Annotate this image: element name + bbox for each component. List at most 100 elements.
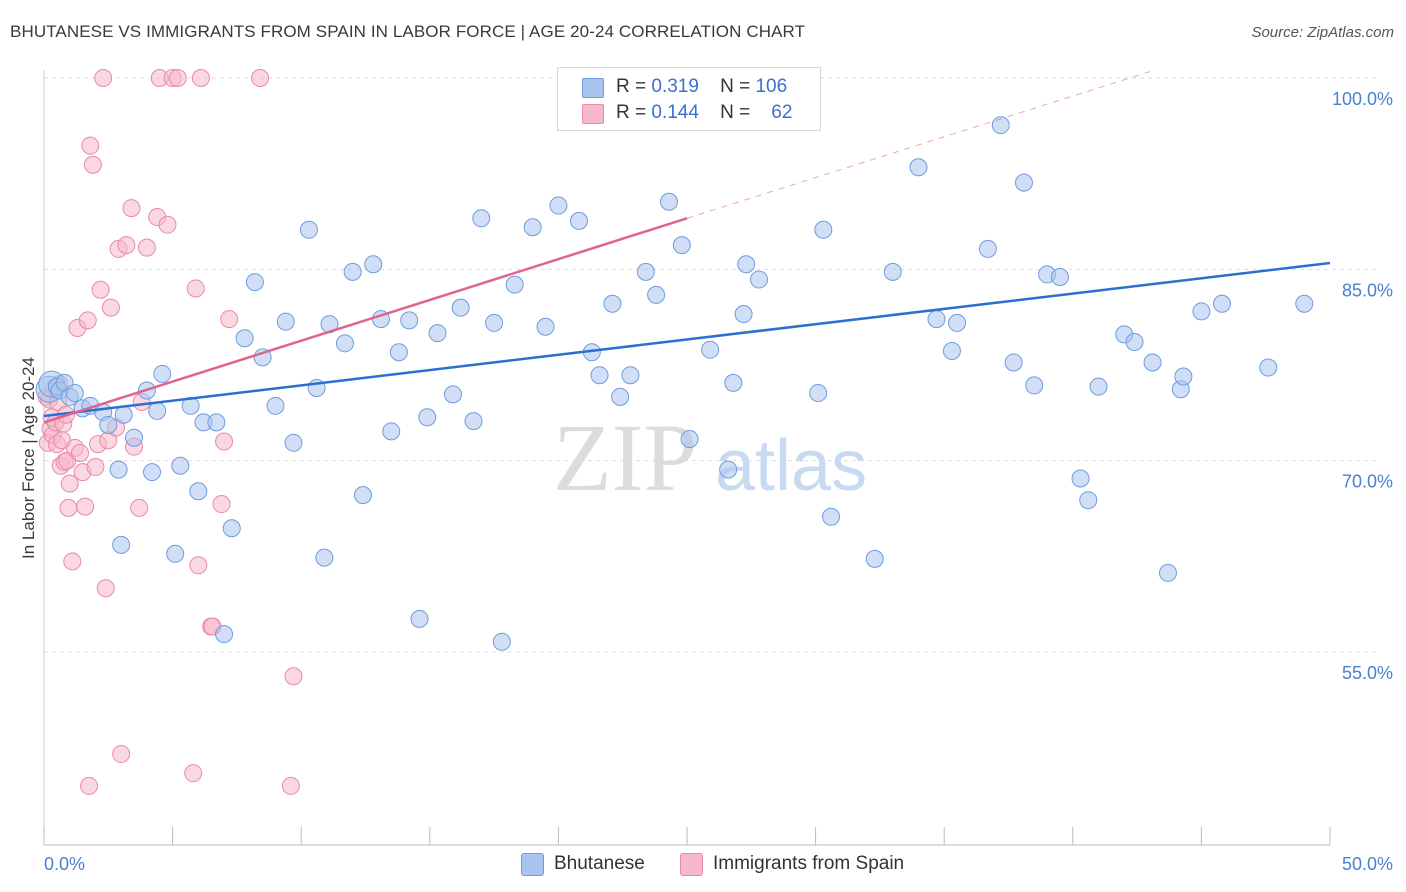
- bhutanese-point: [822, 507, 841, 526]
- bhutanese-trend-line: [43, 261, 1331, 418]
- x-tick-label: 0.0%: [44, 854, 85, 874]
- spain-point: [212, 495, 231, 514]
- bhutanese-point: [112, 535, 131, 554]
- bhutanese-point: [1212, 294, 1231, 313]
- bhutanese-point: [472, 209, 491, 228]
- bhutanese-point: [672, 236, 691, 255]
- bhutanese-point: [65, 384, 84, 403]
- spain-trend-extension: [686, 71, 1151, 219]
- bhutanese-point: [125, 428, 144, 447]
- spain-point: [184, 764, 203, 783]
- legend-r-label: R =: [616, 76, 647, 97]
- stats-legend: R = 0.319 N = 106 R = 0.144 N = 62: [557, 67, 821, 131]
- bhutanese-point: [814, 220, 833, 239]
- bhutanese-point: [189, 482, 208, 501]
- spain-point: [189, 556, 208, 575]
- bhutanese-point: [719, 460, 738, 479]
- y-axis-label: In Labor Force | Age 20-24: [19, 357, 38, 559]
- y-tick-label: 85.0%: [1342, 280, 1393, 300]
- bhutanese-point: [143, 463, 162, 482]
- bhutanese-point: [222, 519, 241, 538]
- bhutanese-point: [389, 343, 408, 362]
- bhutanese-point: [1295, 294, 1314, 313]
- bhutanese-point: [569, 211, 588, 230]
- series-bhutanese-points: [35, 69, 1314, 651]
- bhutanese-point: [590, 366, 609, 385]
- bhutanese-point: [724, 373, 743, 392]
- bhutanese-point: [335, 334, 354, 353]
- bhutanese-point: [523, 218, 542, 237]
- bhutanese-point: [245, 273, 264, 292]
- bhutanese-point: [1125, 333, 1144, 352]
- bhutanese-point: [680, 429, 699, 448]
- bhutanese-point: [1014, 173, 1033, 192]
- bhutanese-point: [1079, 491, 1098, 510]
- legend-n-value: 62: [771, 102, 793, 123]
- spain-point: [71, 444, 90, 463]
- bhutanese-point: [418, 408, 437, 427]
- spain-point: [101, 298, 120, 317]
- spain-point: [191, 69, 210, 87]
- bhutanese-point: [611, 387, 630, 406]
- spain-point: [80, 776, 99, 795]
- bottom-legend-label: Bhutanese: [554, 853, 645, 874]
- grid-lines: [44, 77, 1380, 653]
- spain-point: [63, 552, 82, 571]
- spain-trend-line: [43, 217, 688, 424]
- bhutanese-point: [443, 385, 462, 404]
- spain-point: [137, 238, 156, 257]
- bhutanese-point: [659, 192, 678, 211]
- bhutanese-point: [948, 313, 967, 332]
- bhutanese-point: [109, 460, 128, 479]
- spain-point: [122, 199, 141, 218]
- bhutanese-point: [153, 364, 172, 383]
- bhutanese-point: [991, 116, 1010, 135]
- spain-point: [59, 498, 78, 517]
- x-tick-label: 50.0%: [1342, 854, 1393, 874]
- bhutanese-point: [410, 609, 429, 628]
- bhutanese-point: [865, 549, 884, 568]
- x-tick-labels: 0.0% 50.0%: [44, 854, 1393, 874]
- spain-point: [284, 667, 303, 686]
- watermark-atlas: atlas: [715, 426, 867, 506]
- bhutanese-point: [978, 239, 997, 258]
- bhutanese-point: [485, 313, 504, 332]
- legend-r-value: 0.144: [651, 102, 699, 123]
- bhutanese-point: [171, 456, 190, 475]
- bhutanese-point: [299, 220, 318, 239]
- bhutanese-point: [1004, 353, 1023, 372]
- bhutanese-point: [400, 311, 419, 330]
- bhutanese-point: [1025, 376, 1044, 395]
- bhutanese-point: [1071, 469, 1090, 488]
- y-tick-labels: 100.0% 85.0% 70.0% 55.0%: [1332, 89, 1393, 683]
- bottom-legend-swatch-blue: [521, 853, 544, 876]
- spain-point: [168, 69, 187, 87]
- legend-r-value: 0.319: [651, 76, 699, 97]
- spain-point: [91, 280, 110, 299]
- watermark-zip: ZIP: [553, 404, 697, 511]
- bhutanese-point: [809, 384, 828, 403]
- spain-point: [220, 310, 239, 329]
- bhutanese-point: [492, 632, 511, 651]
- y-tick-label: 55.0%: [1342, 663, 1393, 683]
- bhutanese-point: [505, 275, 524, 294]
- bhutanese-point: [464, 412, 483, 431]
- x-axis: [43, 70, 1331, 846]
- bhutanese-point: [701, 340, 720, 359]
- spain-point: [215, 432, 234, 451]
- y-tick-label: 70.0%: [1342, 472, 1393, 492]
- bhutanese-point: [1143, 353, 1162, 372]
- spain-point: [86, 458, 105, 477]
- legend-n-label: N =: [720, 102, 751, 123]
- y-tick-label: 100.0%: [1332, 89, 1393, 109]
- bottom-legend-label: Immigrants from Spain: [713, 853, 905, 874]
- chart-title: BHUTANESE VS IMMIGRANTS FROM SPAIN IN LA…: [10, 22, 806, 41]
- bhutanese-point: [1050, 267, 1069, 286]
- bhutanese-point: [428, 324, 447, 343]
- bhutanese-point: [927, 310, 946, 329]
- bhutanese-point: [1089, 377, 1108, 396]
- legend-swatch-blue: [582, 78, 604, 98]
- watermark: ZIP atlas: [553, 404, 867, 511]
- bhutanese-point: [621, 366, 640, 385]
